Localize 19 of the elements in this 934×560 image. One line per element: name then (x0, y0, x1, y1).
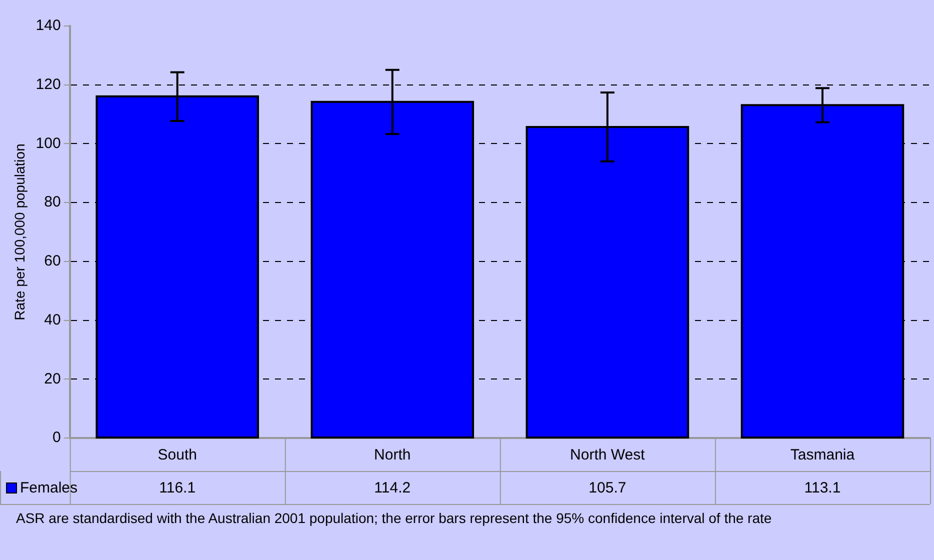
y-tick-label: 60 (44, 252, 61, 270)
data-label: 114.2 (374, 480, 411, 497)
x-tick-label: North (374, 446, 411, 464)
x-tick-label: South (158, 446, 197, 464)
y-tick-label: 100 (36, 134, 61, 152)
y-axis-title: Rate per 100,000 population (11, 144, 28, 320)
data-label: 113.1 (804, 480, 841, 497)
y-tick-label: 0 (52, 429, 61, 446)
y-tick-label: 120 (36, 76, 61, 93)
data-label: 105.7 (588, 480, 626, 497)
y-tick-label: 40 (44, 311, 61, 328)
legend-label: Females (20, 480, 78, 497)
data-label: 116.1 (159, 480, 196, 497)
y-tick-label: 20 (44, 370, 61, 388)
x-tick-label: Tasmania (790, 446, 856, 464)
y-tick-label: 140 (36, 17, 61, 34)
x-tick-label: North West (570, 446, 646, 464)
text: ASR are standardised with the Australian 2001 population; the error bars represent the 95% confidence interval of the rate (16, 509, 773, 528)
y-tick-label: 80 (44, 194, 61, 211)
